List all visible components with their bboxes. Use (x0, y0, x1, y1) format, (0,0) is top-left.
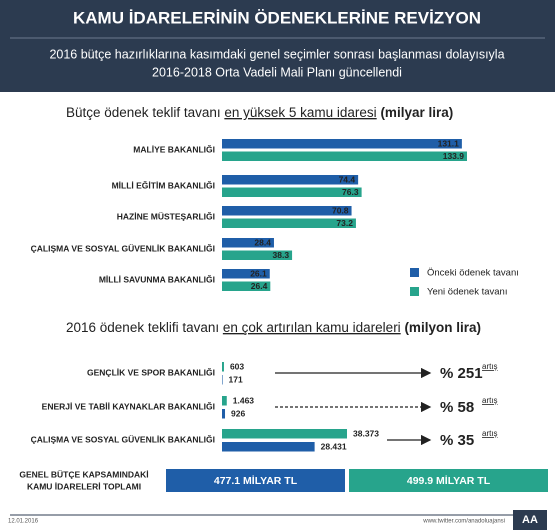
bar (222, 175, 359, 185)
title-part: (milyar lira) (377, 105, 454, 120)
bar (222, 396, 227, 406)
bar (222, 151, 467, 161)
bar (222, 429, 347, 439)
value-label: 73.2 (336, 218, 353, 228)
subtitle: 2016 bütçe hazırlıklarına kasımdaki gene… (49, 47, 504, 61)
title-part: (milyon lira) (401, 320, 481, 335)
total-value: 499.9 MİLYAR TL (407, 474, 491, 487)
totals-label: KAMU İDARELERİ TOPLAMI (27, 481, 141, 491)
chart-title: 2016 ödenek teklifi tavanı en çok artırı… (66, 320, 481, 335)
chart-title: Bütçe ödenek teklif tavanı en yüksek 5 k… (66, 105, 453, 120)
source: www.twitter.com/anadoluajansi (422, 519, 505, 525)
title-part: Bütçe ödenek teklif tavanı (66, 105, 224, 120)
category-label: GENÇLİK VE SPOR BAKANLIĞI (87, 366, 215, 377)
bar (222, 139, 462, 149)
value-label: 1.463 (233, 395, 255, 405)
bar (222, 442, 315, 452)
value-label: 70.8 (332, 205, 349, 215)
totals-label: GENEL BÜTÇE KAPSAMINDAKİ (19, 469, 148, 479)
category-label: HAZİNE MÜSTEŞARLIĞI (117, 210, 215, 221)
value-label: 26.1 (250, 268, 267, 278)
bar (222, 409, 226, 419)
value-label: 171 (229, 374, 243, 384)
value-label: 28.431 (321, 441, 347, 451)
value-label: 131.1 (438, 138, 460, 148)
bar (222, 218, 356, 228)
title: KAMU İDARELERİNİN ÖDENEKLERİNE REVİZYON (73, 8, 481, 27)
value-label: 28.4 (254, 237, 271, 247)
change-suffix: artış (482, 396, 498, 405)
change-suffix: artış (482, 429, 498, 438)
change-label: % 251 (440, 365, 483, 382)
value-label: 38.3 (273, 250, 290, 260)
value-label: 26.4 (251, 281, 268, 291)
change-suffix: artış (482, 362, 498, 371)
logo-bg (513, 510, 547, 530)
bar (222, 281, 271, 291)
date: 12.01.2016 (8, 519, 39, 525)
value-label: 926 (231, 408, 245, 418)
legend-label: Önceki ödenek tavanı (427, 268, 519, 279)
category-label: MİLLİ SAVUNMA BAKANLIĞI (99, 273, 215, 284)
category-label: ENERJİ VE TABİİ KAYNAKLAR BAKANLIĞI (42, 400, 215, 411)
bar (222, 362, 224, 372)
category-label: ÇALIŞMA VE SOSYAL GÜVENLİK BAKANLIĞI (31, 433, 215, 444)
bar (222, 250, 293, 260)
change-label: % 58 (440, 399, 474, 416)
category-label: MİLLİ EĞİTİM BAKANLIĞI (112, 179, 215, 190)
category-label: MALİYE BAKANLIĞI (133, 143, 215, 154)
value-label: 133.9 (443, 151, 465, 161)
bar (222, 375, 223, 385)
value-label: 603 (230, 361, 244, 371)
title-part: 2016 ödenek teklifi tavanı (66, 320, 223, 335)
change-label: % 35 (440, 432, 474, 449)
logo: AA (522, 514, 538, 526)
legend-swatch (410, 287, 419, 296)
header-bg (0, 0, 555, 92)
value-label: 38.373 (353, 428, 379, 438)
category-label: ÇALIŞMA VE SOSYAL GÜVENLİK BAKANLIĞI (31, 242, 215, 253)
bar (222, 206, 352, 216)
title-part: en yüksek 5 kamu idaresi (224, 105, 376, 120)
bar (222, 238, 274, 248)
legend-swatch (410, 268, 419, 277)
bar (222, 187, 362, 197)
bar (222, 269, 270, 279)
total-box (166, 469, 345, 492)
total-value: 477.1 MİLYAR TL (214, 474, 298, 487)
value-label: 74.4 (339, 174, 356, 184)
title-part: en çok artırılan kamu idareleri (223, 320, 401, 335)
legend-label: Yeni ödenek tavanı (427, 287, 507, 298)
subtitle: 2016-2018 Orta Vadeli Mali Planı güncell… (152, 65, 402, 79)
value-label: 76.3 (342, 187, 359, 197)
total-box (349, 469, 548, 492)
